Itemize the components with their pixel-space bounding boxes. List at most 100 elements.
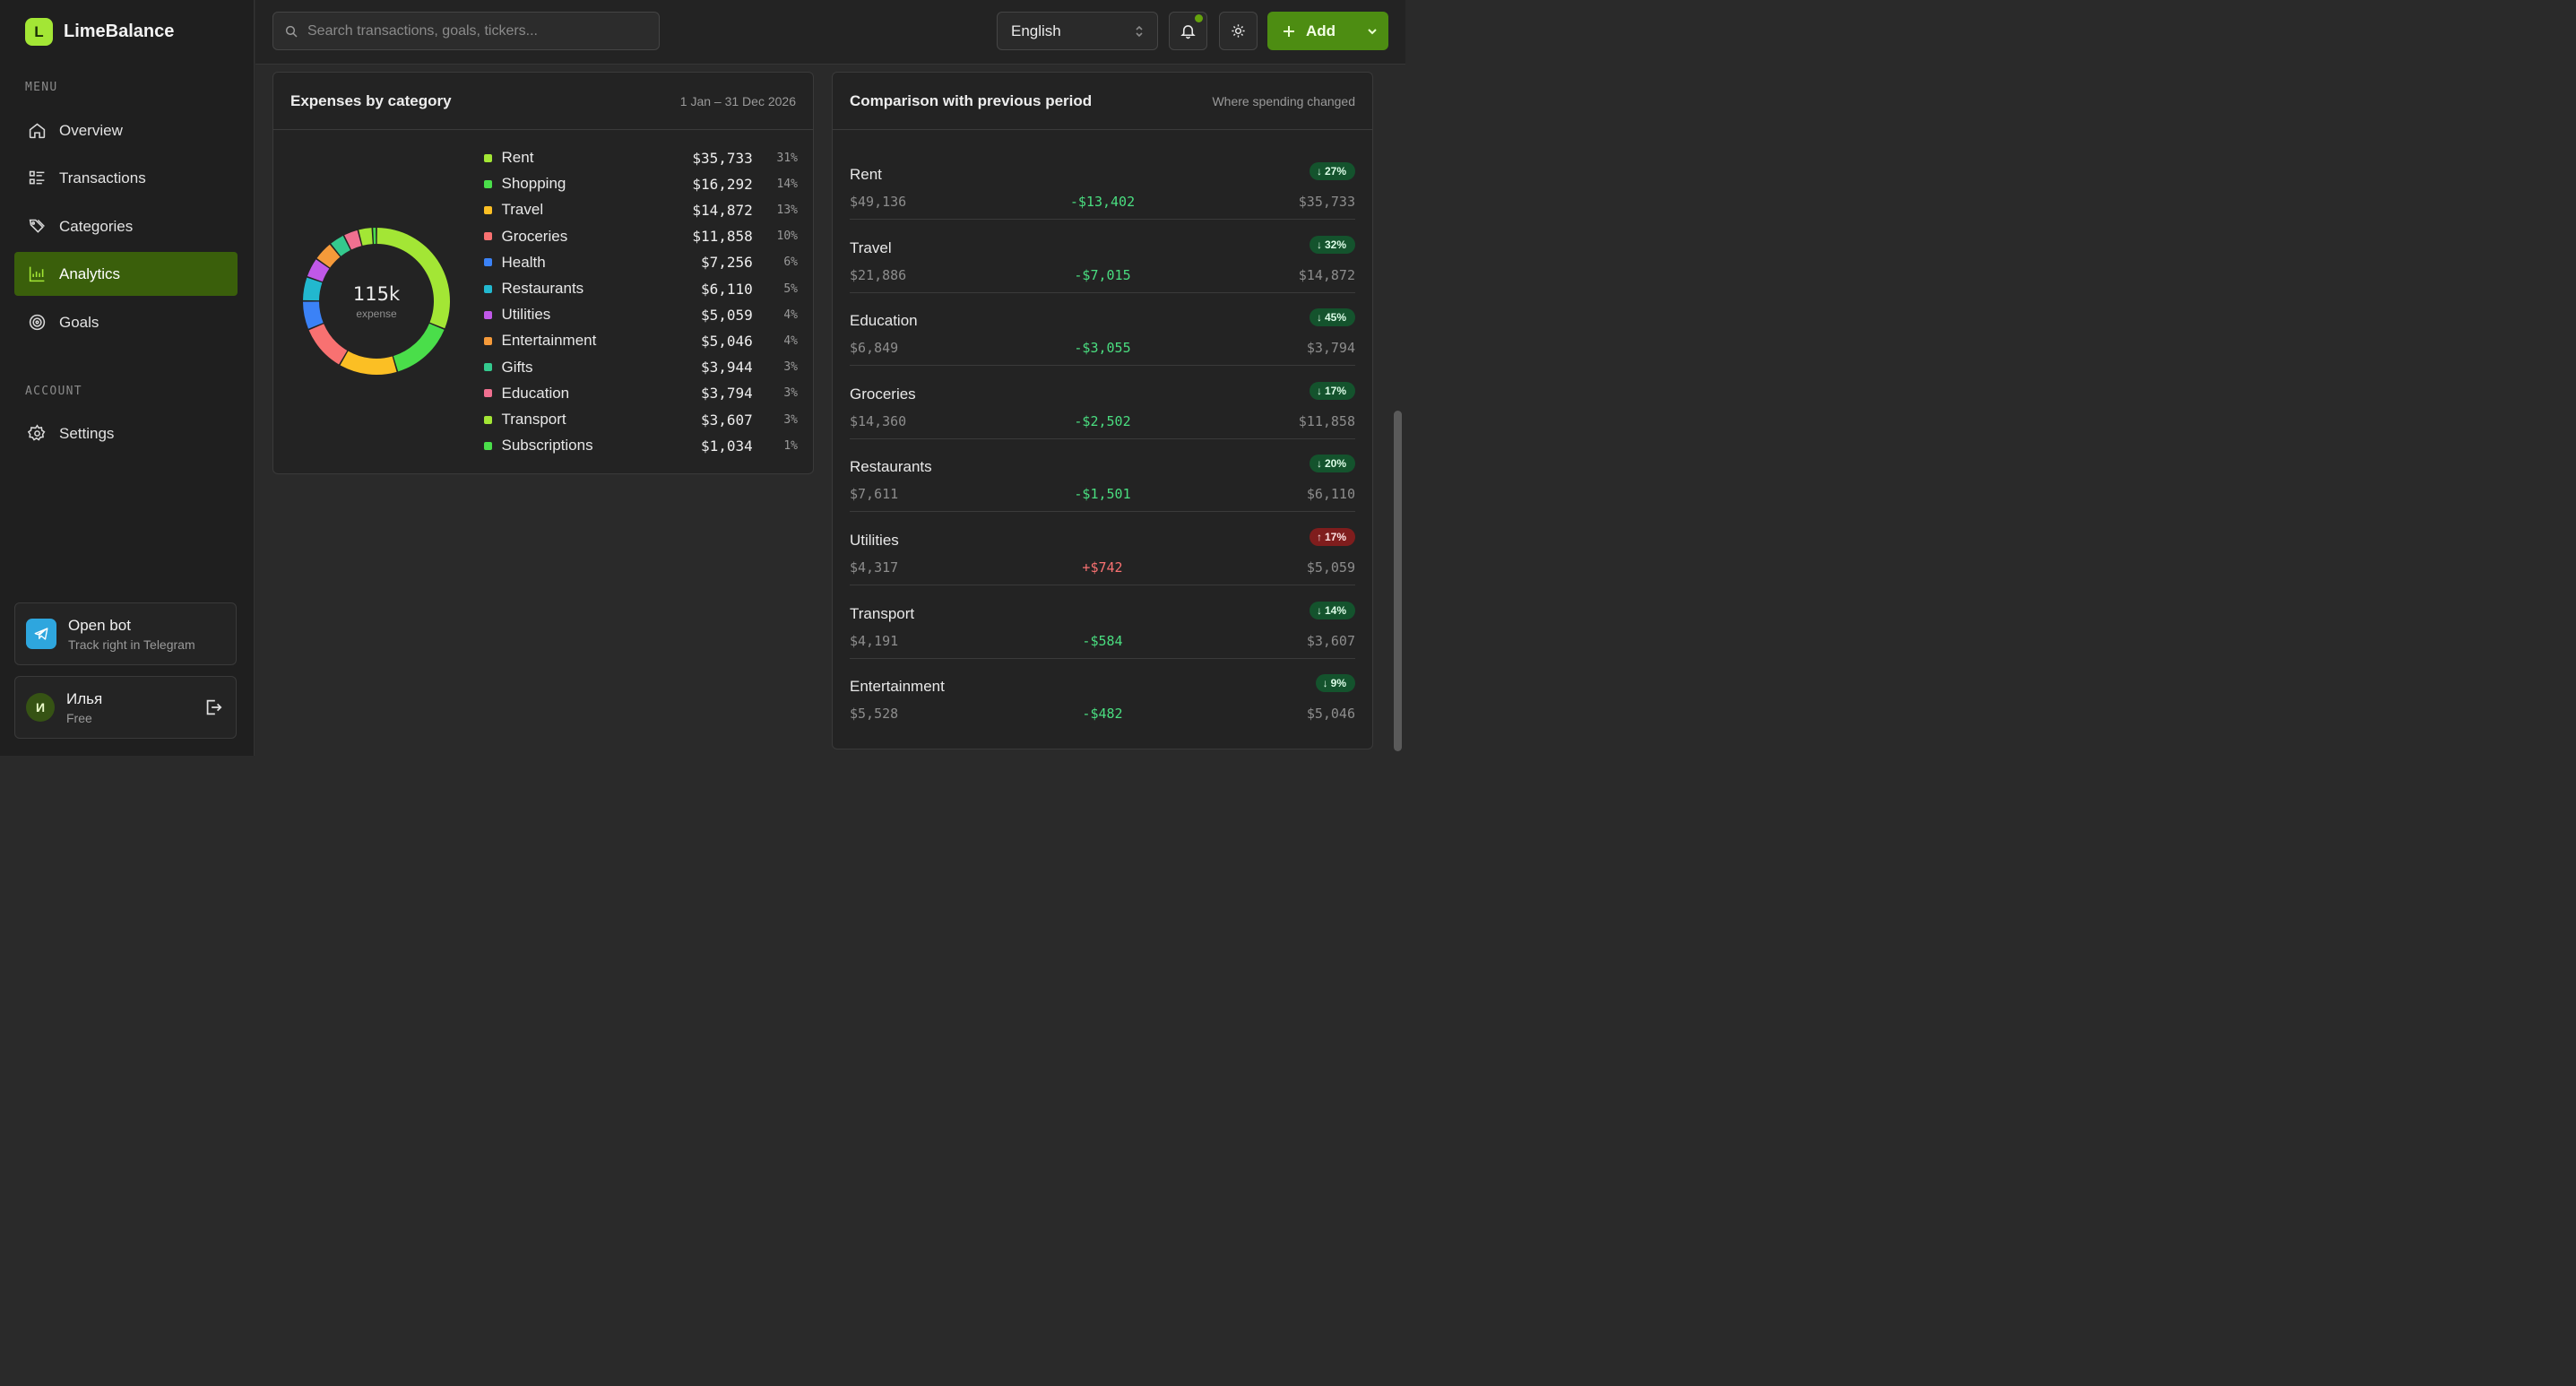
sidebar-item-label: Analytics [59,264,121,282]
legend-row: Rent $35,733 31% [484,146,798,169]
legend-swatch [484,415,492,424]
comparison-row: Groceries ↓ 17% $14,360 -$2,502 $11,858 [850,366,1355,439]
legend-percent: 10% [776,230,798,244]
donut-slice-utilities[interactable] [307,259,330,282]
add-button[interactable]: Add [1267,12,1388,50]
card-subtitle: Where spending changed [1212,93,1355,108]
legend-row: Utilities $5,059 4% [484,303,798,326]
legend-category-name: Utilities [501,306,551,324]
chevron-updown-icon [1136,25,1143,38]
legend-category-name: Education [501,384,570,402]
home-icon [29,123,46,139]
legend-amount: $35,733 [692,149,753,167]
sun-icon [1232,24,1245,38]
donut-slice-groceries[interactable] [308,324,348,365]
legend-row: Gifts $3,944 3% [484,356,798,379]
sidebar-item-label: Goals [59,313,99,331]
legend-amount: $11,858 [692,228,753,246]
search-box[interactable] [272,12,660,50]
change-badge: ↓ 14% [1309,601,1355,619]
change-badge: ↓ 32% [1309,235,1355,254]
donut-label: expense [356,307,397,320]
legend-amount: $1,034 [701,437,753,455]
previous-amount: $4,191 [850,632,899,649]
legend-amount: $7,256 [701,254,753,272]
comparison-category-name: Education [850,312,918,330]
comparison-category-name: Travel [850,238,892,256]
legend-swatch [484,336,492,345]
change-badge: ↓ 9% [1315,674,1355,693]
language-value: English [1011,22,1061,39]
open-bot-card[interactable]: Open bot Track right in Telegram [14,602,237,665]
card-title: Comparison with previous period [850,91,1093,109]
comparison-card: Comparison with previous period Where sp… [832,72,1373,749]
legend-row: Subscriptions $1,034 1% [484,434,798,457]
legend-category-name: Travel [501,201,544,219]
donut-slice-restaurants[interactable] [303,277,323,301]
donut-slice-health[interactable] [303,301,324,329]
legend-row: Travel $14,872 13% [484,198,798,221]
legend-amount: $5,046 [701,332,753,350]
legend-amount: $3,794 [701,385,753,403]
donut-slice-transport[interactable] [359,228,373,246]
delta-amount: -$1,501 [1074,486,1131,503]
legend-row: Transport $3,607 3% [484,408,798,431]
legend-percent: 14% [776,177,798,191]
notifications-button[interactable] [1169,12,1207,50]
page-scrollbar[interactable] [1394,411,1402,751]
menu-section-label: MENU [25,81,58,94]
legend-category-name: Health [501,253,546,271]
brand-name: LimeBalance [64,22,175,41]
legend-row: Shopping $16,292 14% [484,172,798,195]
search-input[interactable] [307,22,648,39]
current-amount: $35,733 [1298,194,1355,210]
donut-slice-travel[interactable] [340,351,397,375]
brand[interactable]: L LimeBalance [25,18,174,46]
change-percent: 27% [1324,165,1346,178]
change-badge: ↑ 17% [1309,528,1355,546]
delta-amount: -$7,015 [1074,266,1131,283]
donut-slice-education[interactable] [344,230,362,250]
legend-swatch [484,179,492,188]
donut-slice-shopping[interactable] [393,323,445,372]
legend-percent: 1% [783,438,798,453]
donut-slice-rent[interactable] [376,228,450,329]
theme-toggle-button[interactable] [1219,12,1258,50]
donut-slice-subscriptions[interactable] [373,228,376,245]
previous-amount: $4,317 [850,559,899,576]
search-icon [285,25,298,38]
bot-subtitle: Track right in Telegram [68,637,195,652]
previous-amount: $6,849 [850,340,899,357]
current-amount: $14,872 [1298,266,1355,283]
comparison-row: Restaurants ↓ 20% $7,611 -$1,501 $6,110 [850,438,1355,513]
sidebar-item-transactions[interactable]: Transactions [14,156,238,200]
bell-icon [1180,25,1196,39]
logout-icon[interactable] [203,697,223,717]
sidebar-item-analytics[interactable]: Analytics [14,252,238,296]
bot-title: Open bot [68,616,131,634]
comparison-category-name: Rent [850,166,882,183]
legend-category-name: Subscriptions [501,437,593,455]
change-badge: ↓ 20% [1309,455,1355,473]
change-percent: 14% [1324,603,1346,617]
current-amount: $11,858 [1298,412,1355,429]
sidebar-item-goals[interactable]: Goals [14,300,238,344]
language-select[interactable]: English [997,12,1158,50]
legend-swatch [484,441,492,450]
add-dropdown-toggle[interactable] [1356,12,1388,50]
arrow-down-icon: ↓ [1316,457,1322,471]
sidebar-item-categories[interactable]: Categories [14,204,238,248]
donut-slice-entertainment[interactable] [316,244,341,268]
arrow-up-icon: ↑ [1316,531,1322,543]
delta-amount: -$13,402 [1069,194,1136,210]
donut-slice-gifts[interactable] [331,236,350,256]
arrow-down-icon: ↓ [1316,165,1322,178]
sidebar-item-overview[interactable]: Overview [14,108,238,152]
sidebar-item-settings[interactable]: Settings [14,411,238,455]
change-percent: 45% [1324,311,1346,325]
comparison-row: Rent ↓ 27% $49,136 -$13,402 $35,733 [850,146,1355,220]
legend-amount: $14,872 [692,201,753,219]
chevron-down-icon [1368,28,1377,34]
legend-amount: $16,292 [692,175,753,193]
target-icon [29,314,46,331]
